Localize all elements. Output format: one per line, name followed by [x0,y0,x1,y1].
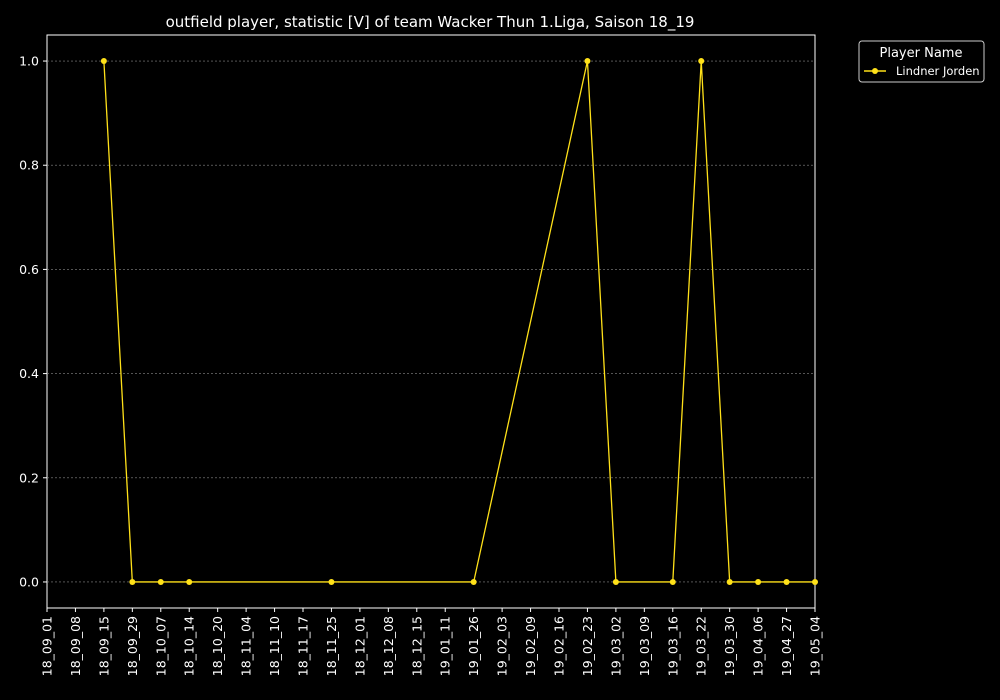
data-point [129,578,136,585]
data-point [100,58,107,65]
x-tick-label: 18_09_15 [96,616,111,676]
data-point [470,578,477,585]
x-tick-label: 19_03_09 [637,616,652,676]
x-tick-label: 19_03_30 [722,616,737,676]
grid-lines [47,60,815,583]
x-tick-label: 18_10_07 [153,616,168,676]
data-point [755,578,762,585]
data-point [726,578,733,585]
x-tick-label: 19_03_22 [694,616,709,676]
x-tick-label: 19_02_23 [580,616,595,676]
x-tick-label: 19_04_06 [751,616,766,676]
y-tick-label: 0.6 [19,262,39,277]
x-tick-label: 18_09_08 [68,616,83,676]
x-tick-label: 18_09_01 [40,616,55,676]
data-point [186,578,193,585]
data-point [584,58,591,65]
data-point [698,58,705,65]
data-point [612,578,619,585]
chart-title: outfield player, statistic [V] of team W… [166,13,695,32]
x-tick-label: 19_03_02 [608,616,623,676]
data-point [812,578,818,585]
x-tick-label: 19_02_16 [552,616,567,676]
y-tick-label: 0.8 [19,158,39,173]
x-tick-label: 18_10_20 [210,616,225,676]
y-tick-label: 0.4 [19,366,39,381]
x-tick-label: 19_02_03 [495,616,510,676]
x-tick-label: 19_05_04 [808,616,823,676]
x-tick-label: 19_01_11 [438,616,453,676]
legend-box [858,40,985,83]
y-tick-label: 0.2 [19,470,39,485]
series-line [103,60,815,583]
x-tick-label: 18_11_10 [267,616,282,676]
x-tick-label: 19_03_16 [665,616,680,676]
series-lindner-jorden [100,58,818,585]
y-tick-label: 1.0 [19,54,39,69]
x-tick-label: 18_11_25 [324,616,339,676]
legend: Player Name Lindner Jorden [858,40,985,83]
data-point [328,578,335,585]
x-tick-label: 18_11_04 [239,616,254,676]
x-tick-label: 19_02_09 [523,616,538,676]
legend-point-marker [872,68,878,74]
x-tick-label: 18_10_14 [182,616,197,676]
y-tick-label: 0.0 [19,574,39,589]
x-tick-label: 18_11_17 [296,616,311,676]
data-point [669,578,676,585]
data-point [783,578,790,585]
x-tick-label: 18_12_01 [352,616,367,676]
x-tick-label: 18_12_15 [409,616,424,676]
data-point [157,578,164,585]
x-axis: 18_09_01 18_09_08 18_09_15 18_09_29 18_10_07… [40,608,823,676]
x-tick-label: 19_04_27 [779,616,794,676]
y-axis: 0.0 0.2 0.4 0.6 0.8 1.0 [19,54,47,589]
x-tick-label: 18_12_08 [381,616,396,676]
plot-area [46,34,816,609]
legend-entry-lindner-jorden: Lindner Jorden [896,64,980,78]
x-tick-label: 19_01_26 [466,616,481,676]
legend-title: Player Name [880,46,963,61]
x-tick-label: 18_09_29 [125,616,140,676]
